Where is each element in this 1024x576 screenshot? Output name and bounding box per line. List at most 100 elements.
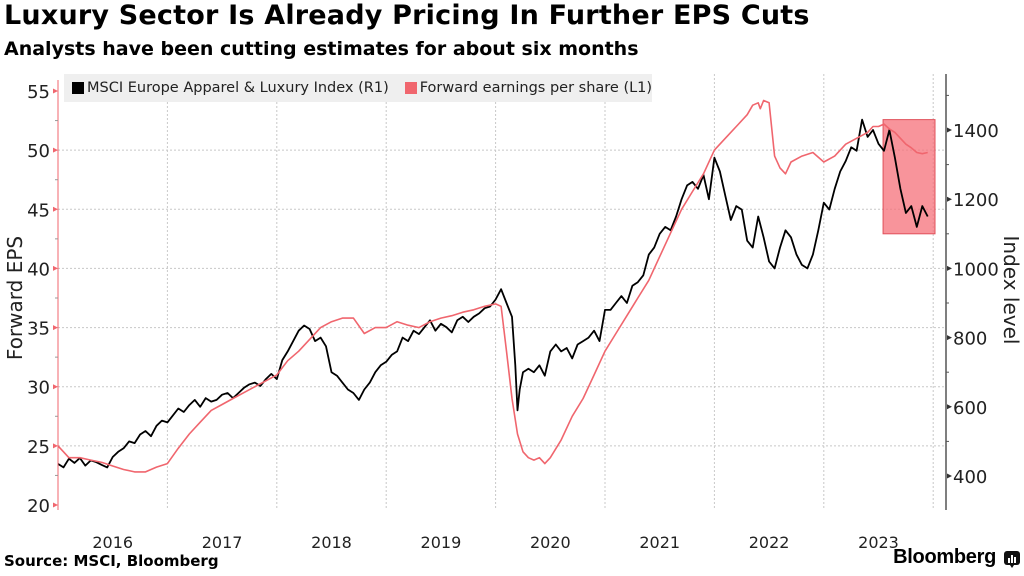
eps-data-point [801,156,802,157]
eps-data-point [364,333,365,334]
eps-data-point [495,303,496,304]
index-data-point [101,464,102,465]
eps-data-point [714,150,715,151]
eps-data-point [145,471,146,472]
index-data-point [462,316,463,317]
eps-data-point [834,156,835,157]
index-data-point [533,372,534,373]
index-data-point [659,233,660,234]
index-data-point [856,150,857,151]
left-axis-tick-label: 20 [27,496,50,517]
index-data-point [927,216,928,217]
eps-data-point [845,144,846,145]
index-data-point [473,316,474,317]
eps-data-point [604,351,605,352]
index-data-point [200,406,201,407]
index-data-point [260,385,261,386]
eps-data-point [408,325,409,326]
legend-item-index[interactable]: MSCI Europe Apparel & Luxury Index (R1) [72,80,389,96]
index-data-point [315,341,316,342]
index-data-point [397,351,398,352]
index-data-point [222,394,223,395]
eps-data-point [243,392,244,393]
eps-data-point [648,280,649,281]
index-data-point [736,206,737,207]
eps-data-point [429,321,430,322]
index-data-point [862,119,863,120]
eps-data-point [79,457,80,458]
index-data-point [594,330,595,331]
index-data-point [112,456,113,457]
index-data-point [156,425,157,426]
index-data-point [511,316,512,317]
eps-data-point [112,465,113,466]
left-axis-tick [53,443,58,449]
index-data-point [364,389,365,390]
index-data-point [834,188,835,189]
left-axis-tick [53,325,58,331]
index-data-point [336,375,337,376]
index-data-point [752,247,753,248]
index-data-point [435,330,436,331]
index-data-point [916,226,917,227]
left-axis-tick [53,384,58,390]
index-data-point [418,334,419,335]
eps-data-point [659,256,660,257]
index-data-point [758,216,759,217]
brand-logo-text: Bloomberg [893,546,996,568]
index-data-point [216,399,217,400]
x-axis-tick-label: 2023 [858,533,899,552]
index-data-point [85,465,86,466]
index-data-point [610,309,611,310]
eps-data-point [134,471,135,472]
eps-data-point [594,374,595,375]
chart-subtitle: Analysts have been cutting estimates for… [4,38,639,60]
index-data-point [391,354,392,355]
index-data-point [769,261,770,262]
index-data-point [265,379,266,380]
legend-item-eps[interactable]: Forward earnings per share (L1) [404,80,652,96]
eps-data-point [550,457,551,458]
index-data-point [501,289,502,290]
index-data-point [375,372,376,373]
eps-data-point [342,318,343,319]
left-axis-tick-label: 35 [27,319,50,340]
index-data-point [129,441,130,442]
index-data-point [621,296,622,297]
index-data-point [519,389,520,390]
legend-label-index: MSCI Europe Apparel & Luxury Index (R1) [87,80,389,96]
index-data-point [714,157,715,158]
eps-data-point [911,147,912,148]
eps-data-point [123,469,124,470]
index-data-point [515,365,516,366]
left-axis-tick-label: 30 [27,378,50,399]
eps-data-point [462,312,463,313]
eps-data-point [752,105,753,106]
index-data-point [665,226,666,227]
eps-data-point [101,462,102,463]
index-data-point [544,375,545,376]
index-data-point [719,171,720,172]
index-data-point [468,321,469,322]
eps-data-point [572,416,573,417]
eps-data-point [189,433,190,434]
index-data-point [238,392,239,393]
index-data-point [643,275,644,276]
index-data-point [161,420,162,421]
left-axis-tick-label: 50 [27,141,50,162]
index-data-point [878,143,879,144]
index-data-point [167,422,168,423]
eps-data-point [883,124,884,125]
index-data-point [894,157,895,158]
right-axis-tick-label: 600 [953,398,987,419]
eps-data-point [769,102,770,103]
index-data-point [583,341,584,342]
index-data-point [440,323,441,324]
index-data-point [178,408,179,409]
left-axis-tick [53,265,58,271]
grid-lines [58,74,946,510]
eps-data-point [790,161,791,162]
eps-data-point [506,351,507,352]
left-axis-tick [53,147,58,153]
